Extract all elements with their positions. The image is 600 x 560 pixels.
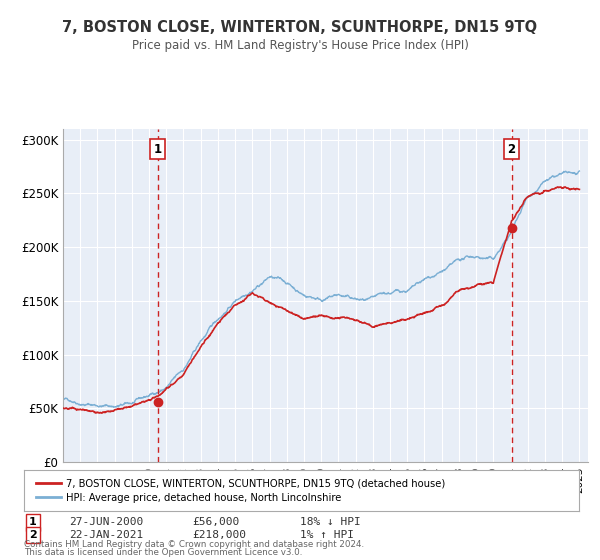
Text: 1: 1 <box>29 517 37 528</box>
Text: 22-JAN-2021: 22-JAN-2021 <box>69 530 143 540</box>
Text: 2: 2 <box>508 143 515 156</box>
Text: £56,000: £56,000 <box>192 517 239 528</box>
Text: Contains HM Land Registry data © Crown copyright and database right 2024.: Contains HM Land Registry data © Crown c… <box>24 540 364 549</box>
Text: This data is licensed under the Open Government Licence v3.0.: This data is licensed under the Open Gov… <box>24 548 302 557</box>
Text: 2: 2 <box>29 530 37 540</box>
Text: Price paid vs. HM Land Registry's House Price Index (HPI): Price paid vs. HM Land Registry's House … <box>131 39 469 52</box>
Text: £218,000: £218,000 <box>192 530 246 540</box>
Text: 1: 1 <box>154 143 161 156</box>
Text: 1% ↑ HPI: 1% ↑ HPI <box>300 530 354 540</box>
Text: 27-JUN-2000: 27-JUN-2000 <box>69 517 143 528</box>
Legend: 7, BOSTON CLOSE, WINTERTON, SCUNTHORPE, DN15 9TQ (detached house), HPI: Average : 7, BOSTON CLOSE, WINTERTON, SCUNTHORPE, … <box>32 474 449 507</box>
Text: 18% ↓ HPI: 18% ↓ HPI <box>300 517 361 528</box>
Text: 7, BOSTON CLOSE, WINTERTON, SCUNTHORPE, DN15 9TQ: 7, BOSTON CLOSE, WINTERTON, SCUNTHORPE, … <box>62 20 538 35</box>
